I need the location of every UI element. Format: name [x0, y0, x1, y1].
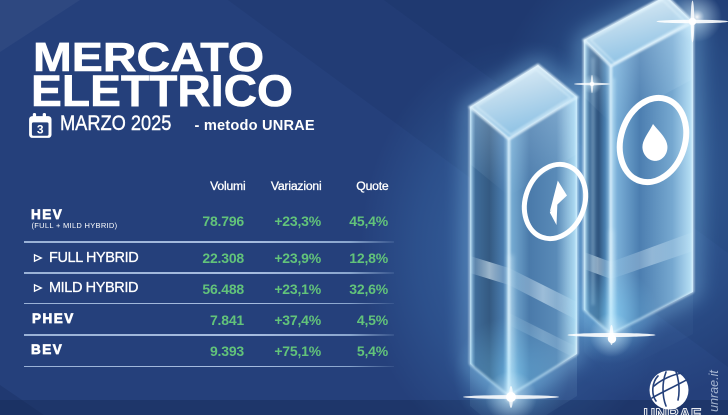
svg-text:unrae.it: unrae.it — [707, 370, 721, 412]
svg-text:UNRAE: UNRAE — [644, 407, 702, 415]
svg-text:3: 3 — [37, 122, 44, 136]
